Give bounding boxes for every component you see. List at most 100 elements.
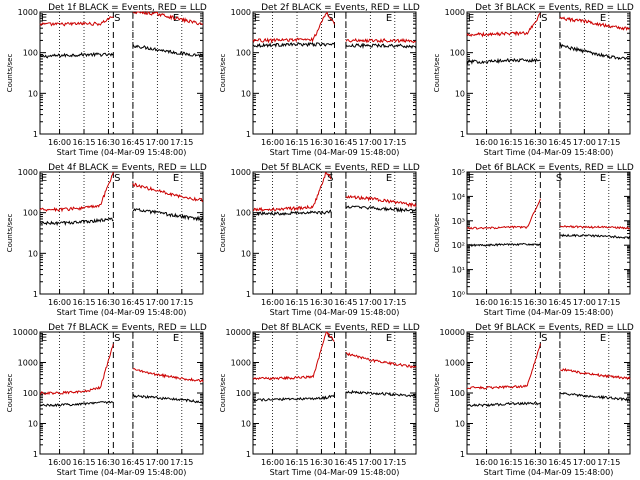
- events-series-line: [252, 41, 417, 50]
- y-axis-label: Counts/sec: [6, 54, 14, 93]
- x-tick-label: 16:15: [499, 138, 522, 147]
- x-tick-label: 16:15: [285, 138, 308, 147]
- x-tick-label: 16:00: [48, 138, 71, 147]
- x-axis-label: Start Time (04-Mar-09 15:48:00): [484, 148, 614, 157]
- x-tick-label: 16:30: [524, 138, 547, 147]
- y-tick-label: 1: [246, 450, 251, 459]
- plot-frame: [466, 331, 631, 455]
- event-marker: E: [173, 173, 179, 184]
- event-marker: E: [600, 173, 606, 184]
- x-tick-label: 16:15: [499, 458, 522, 467]
- x-tick-label: 16:45: [121, 458, 144, 467]
- events-series-line: [252, 205, 417, 217]
- event-marker: E: [468, 333, 474, 344]
- y-tick-label: 10: [241, 249, 251, 258]
- y-tick-label: 1000: [445, 8, 465, 17]
- lld-series-line: [467, 343, 631, 390]
- x-tick-label: 17:00: [359, 458, 382, 467]
- event-marker: E: [386, 13, 392, 24]
- event-marker: S: [114, 173, 120, 184]
- y-tick-label: 1000: [18, 359, 38, 368]
- detector-panel-3: Det 3f BLACK = Events, RED = LLD 1 10 100 10…: [433, 3, 634, 157]
- panel-title: Det 2f BLACK = Events, RED = LLD: [261, 3, 420, 13]
- plot-frame: [252, 171, 417, 295]
- panel-title: Det 5f BLACK = Events, RED = LLD: [261, 163, 420, 173]
- event-marker: S: [541, 333, 547, 344]
- x-tick-label: 16:30: [310, 138, 333, 147]
- panel-title: Det 6f BLACK = Events, RED = LLD: [475, 163, 634, 173]
- x-tick-label: 17:15: [383, 138, 406, 147]
- y-tick-label: 1: [246, 130, 251, 139]
- event-marker: E: [600, 333, 606, 344]
- y-tick-label: 1: [460, 130, 465, 139]
- y-axis-label: Counts/sec: [219, 54, 227, 93]
- y-tick-label: 10: [455, 89, 465, 98]
- lld-series-line: [466, 12, 631, 38]
- x-tick-label: 16:30: [524, 458, 547, 467]
- y-tick-label: 1: [33, 450, 38, 459]
- event-marker: E: [41, 13, 47, 24]
- x-axis-label: Start Time (04-Mar-09 15:48:00): [57, 148, 187, 157]
- y-axis-label: Counts/sec: [6, 374, 14, 413]
- x-tick-label: 16:45: [334, 298, 357, 307]
- plot-frame: [466, 11, 631, 135]
- panel-title: Det 3f BLACK = Events, RED = LLD: [475, 3, 634, 13]
- x-tick-label: 16:00: [48, 458, 71, 467]
- y-tick-label: 10: [28, 89, 38, 98]
- y-tick-label: 10⁵: [452, 168, 465, 177]
- x-tick-label: 16:00: [261, 298, 284, 307]
- lld-series-line: [466, 198, 631, 230]
- y-tick-label: 10⁰: [452, 290, 465, 299]
- y-tick-label: 10⁴: [452, 192, 465, 201]
- event-marker: E: [254, 173, 260, 184]
- panel-title: Det 7f BLACK = Events, RED = LLD: [48, 323, 207, 333]
- panel-title: Det 1f BLACK = Events, RED = LLD: [48, 3, 207, 13]
- x-tick-label: 16:45: [548, 298, 571, 307]
- lld-series-line: [39, 343, 204, 396]
- event-marker: E: [386, 173, 392, 184]
- y-tick-label: 1: [246, 290, 251, 299]
- detector-panel-7: Det 7f BLACK = Events, RED = LLD 1 10 100 10…: [6, 323, 207, 477]
- x-tick-label: 16:45: [334, 138, 357, 147]
- y-axis-label: Counts/sec: [433, 54, 441, 93]
- x-tick-label: 17:15: [383, 458, 406, 467]
- y-tick-label: 1000: [231, 359, 251, 368]
- y-tick-label: 10: [455, 420, 465, 429]
- event-marker: S: [114, 333, 120, 344]
- lld-series-line: [252, 11, 416, 44]
- x-axis-label: Start Time (04-Mar-09 15:48:00): [270, 468, 400, 477]
- x-axis-label: Start Time (04-Mar-09 15:48:00): [484, 308, 614, 317]
- y-tick-label: 10³: [452, 217, 465, 226]
- y-tick-label: 1000: [231, 168, 251, 177]
- event-marker: E: [468, 173, 474, 184]
- y-tick-label: 10²: [452, 241, 465, 250]
- event-marker: E: [41, 173, 47, 184]
- x-tick-label: 17:15: [170, 298, 193, 307]
- y-tick-label: 1: [33, 290, 38, 299]
- x-tick-label: 17:15: [383, 298, 406, 307]
- detector-panel-9: Det 9f BLACK = Events, RED = LLD 1 10 100 10…: [433, 323, 634, 477]
- x-tick-label: 16:15: [285, 458, 308, 467]
- event-marker: E: [254, 13, 260, 24]
- y-tick-label: 100: [23, 389, 38, 398]
- panel-title: Det 9f BLACK = Events, RED = LLD: [475, 323, 634, 333]
- x-tick-label: 16:00: [475, 138, 498, 147]
- x-axis-label: Start Time (04-Mar-09 15:48:00): [270, 148, 400, 157]
- x-tick-label: 16:15: [72, 138, 95, 147]
- x-tick-label: 17:00: [573, 458, 596, 467]
- x-tick-label: 16:15: [72, 458, 95, 467]
- x-axis-label: Start Time (04-Mar-09 15:48:00): [484, 468, 614, 477]
- detector-panel-1: Det 1f BLACK = Events, RED = LLD 1 10 100 10…: [6, 3, 207, 157]
- x-tick-label: 16:30: [310, 458, 333, 467]
- x-tick-label: 17:00: [573, 138, 596, 147]
- y-tick-label: 10: [241, 420, 251, 429]
- x-tick-label: 16:00: [48, 298, 71, 307]
- y-tick-label: 100: [450, 389, 465, 398]
- y-tick-label: 100: [236, 389, 251, 398]
- x-tick-label: 16:45: [121, 138, 144, 147]
- y-tick-label: 100: [236, 209, 251, 218]
- y-tick-label: 1000: [18, 168, 38, 177]
- x-tick-label: 16:45: [548, 458, 571, 467]
- y-tick-label: 1: [33, 130, 38, 139]
- x-tick-label: 17:00: [146, 458, 169, 467]
